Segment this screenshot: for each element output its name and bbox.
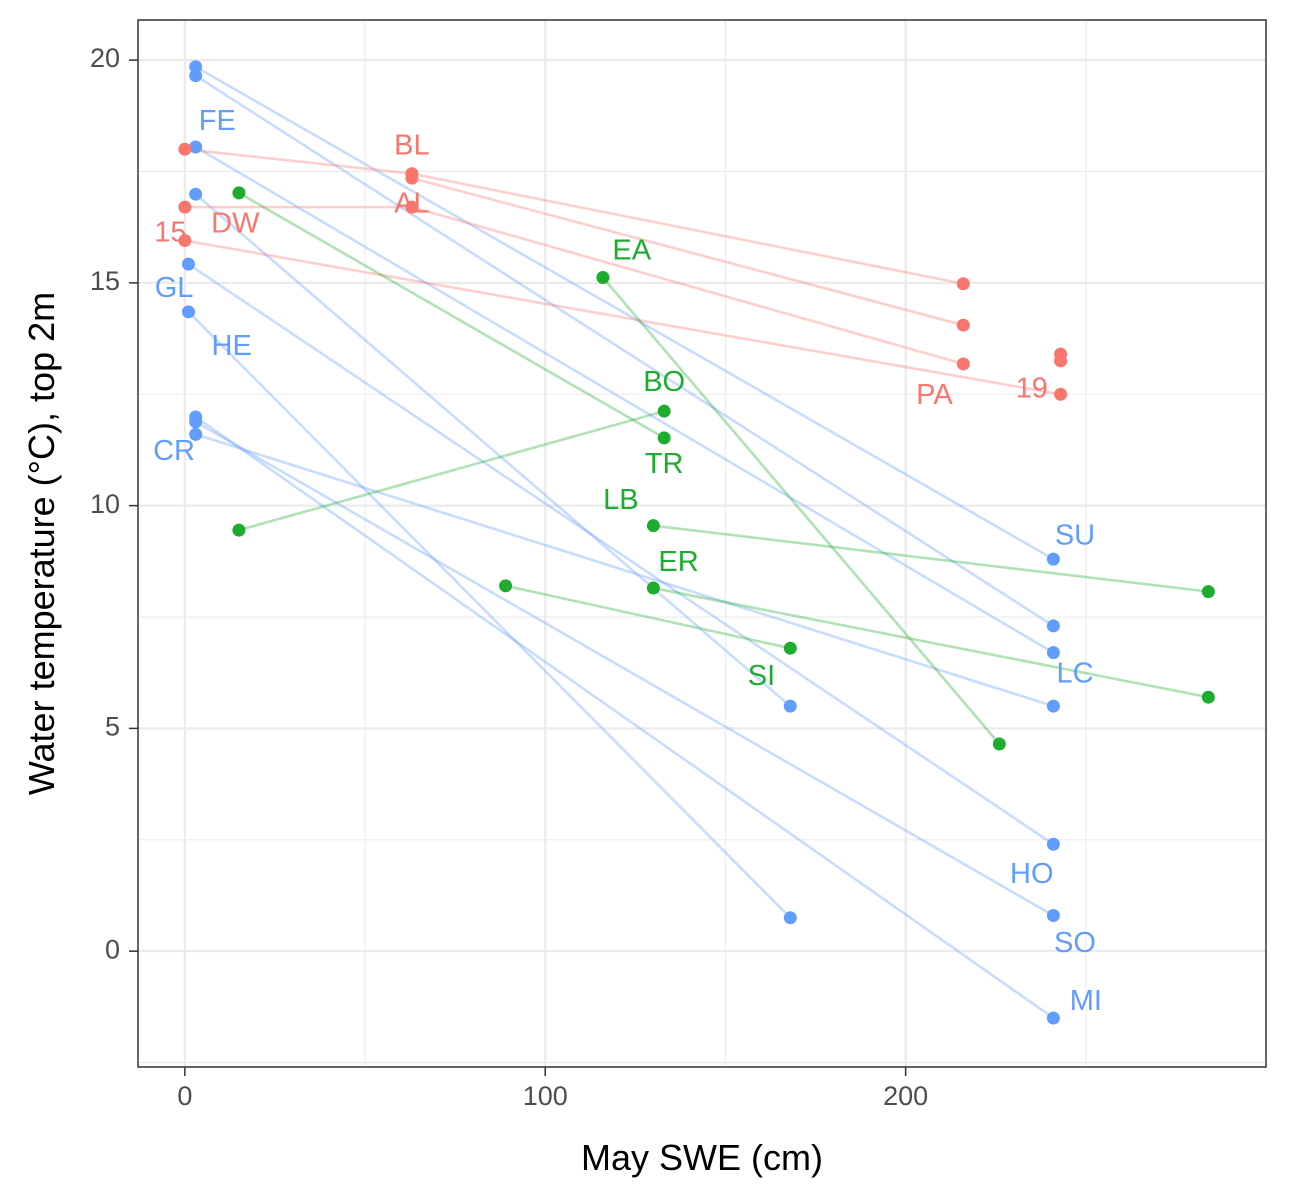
point-ER-0 <box>646 581 660 595</box>
point-label-SI: SI <box>748 660 775 692</box>
series-line-ER <box>653 586 1209 699</box>
point-TR-1 <box>657 431 671 445</box>
grid-minor <box>138 20 1266 1067</box>
series-lines <box>184 65 1209 1020</box>
x-axis-title: May SWE (cm) <box>581 1137 823 1178</box>
y-tick-label: 15 <box>90 266 120 296</box>
point-AL-0 <box>405 171 419 185</box>
point-label-TR: TR <box>645 448 684 480</box>
y-tick-label: 20 <box>90 43 120 73</box>
series-line-TR <box>238 191 665 440</box>
point-label-GL: GL <box>155 272 194 304</box>
point-BL-2 <box>956 277 970 291</box>
series-line-SI <box>505 584 791 650</box>
series-line-GL <box>187 310 792 919</box>
point-BO-1 <box>657 404 671 418</box>
point-label-PA: PA <box>916 379 953 411</box>
series-line-CR <box>195 433 1054 708</box>
point-label-15: 15 <box>154 217 186 249</box>
y-tick-label: 5 <box>105 712 120 742</box>
series-line-HO <box>187 263 1055 846</box>
point-PA-2 <box>956 357 970 371</box>
x-axis-ticks: 0 100 200 <box>177 1067 928 1111</box>
point-label-DW: DW <box>211 208 260 240</box>
point-SU-1 <box>1046 552 1060 566</box>
point-label-BL: BL <box>394 130 429 162</box>
point-label-HO: HO <box>1010 858 1054 890</box>
point-label-FE: FE <box>199 105 236 137</box>
point-label-MI: MI <box>1070 985 1102 1017</box>
y-tick-label: 0 <box>105 934 120 964</box>
point-label-SO: SO <box>1054 927 1096 959</box>
point-CR-0 <box>189 427 203 441</box>
series-line-SO <box>195 420 1055 917</box>
point-MI-1 <box>1046 1011 1060 1025</box>
point-red-6-0 <box>1054 354 1068 368</box>
point-PA-0 <box>178 200 192 214</box>
point-EA-0 <box>596 271 610 285</box>
point-HO-1 <box>1046 837 1060 851</box>
series-line-FE <box>195 145 1055 654</box>
point-MI-0 <box>189 410 203 424</box>
point-GL-0 <box>181 305 195 319</box>
series-line-LB <box>653 524 1209 593</box>
point-blue-6-1 <box>1046 619 1060 633</box>
point-GL-1 <box>783 911 797 925</box>
y-axis-ticks: 0 5 10 15 20 <box>90 43 138 964</box>
point-AL-1 <box>956 318 970 332</box>
point-blue-6-0 <box>189 69 203 83</box>
point-label-LB: LB <box>603 484 638 516</box>
x-tick-label: 100 <box>523 1081 568 1111</box>
series-points <box>178 60 1215 1025</box>
point-CR-1 <box>1046 699 1060 713</box>
point-19-0 <box>178 234 192 248</box>
point-HE-1 <box>783 699 797 713</box>
point-label-EA: EA <box>612 234 651 266</box>
y-axis-title: Water temperature (°C), top 2m <box>21 292 62 795</box>
point-label-HE: HE <box>212 330 252 362</box>
point-LB-0 <box>646 519 660 533</box>
point-SU-0 <box>189 60 203 74</box>
grid-major <box>138 20 1266 1067</box>
point-19-1 <box>1054 387 1068 401</box>
point-LB-1 <box>1201 585 1215 599</box>
point-HO-0 <box>181 257 195 271</box>
point-HE-0 <box>189 187 203 201</box>
point-label-AL: AL <box>394 188 429 220</box>
point-BL-0 <box>178 142 192 156</box>
point-label-19: 19 <box>1016 372 1048 404</box>
x-tick-label: 200 <box>883 1081 928 1111</box>
point-FE-0 <box>189 140 203 154</box>
point-SO-1 <box>1046 909 1060 923</box>
series-line-MI <box>194 415 1055 1020</box>
series-line-SU <box>195 65 1055 561</box>
point-FE-1 <box>1046 646 1060 660</box>
series-line-AL <box>411 176 964 327</box>
point-PA-1 <box>405 200 419 214</box>
point-label-LC: LC <box>1056 658 1093 690</box>
series-line-EA <box>601 276 1001 745</box>
series-line-blue-6 <box>194 74 1055 628</box>
y-tick-label: 10 <box>90 489 120 519</box>
point-label-BO: BO <box>643 366 685 398</box>
point-label-CR: CR <box>153 435 195 467</box>
point-SI-0 <box>499 579 513 593</box>
x-tick-label: 0 <box>177 1081 192 1111</box>
point-TR-0 <box>232 186 246 200</box>
series-line-19 <box>184 239 1061 396</box>
point-EA-1 <box>992 737 1006 751</box>
point-label-ER: ER <box>658 546 698 578</box>
series-line-HE <box>194 193 792 708</box>
series-line-BO <box>238 409 665 532</box>
point-ER-1 <box>1201 690 1215 704</box>
point-BO-0 <box>232 523 246 537</box>
point-SI-1 <box>783 641 797 655</box>
point-label-SU: SU <box>1055 519 1095 551</box>
panel-border <box>137 19 1267 1068</box>
series-line-BL <box>184 147 964 286</box>
